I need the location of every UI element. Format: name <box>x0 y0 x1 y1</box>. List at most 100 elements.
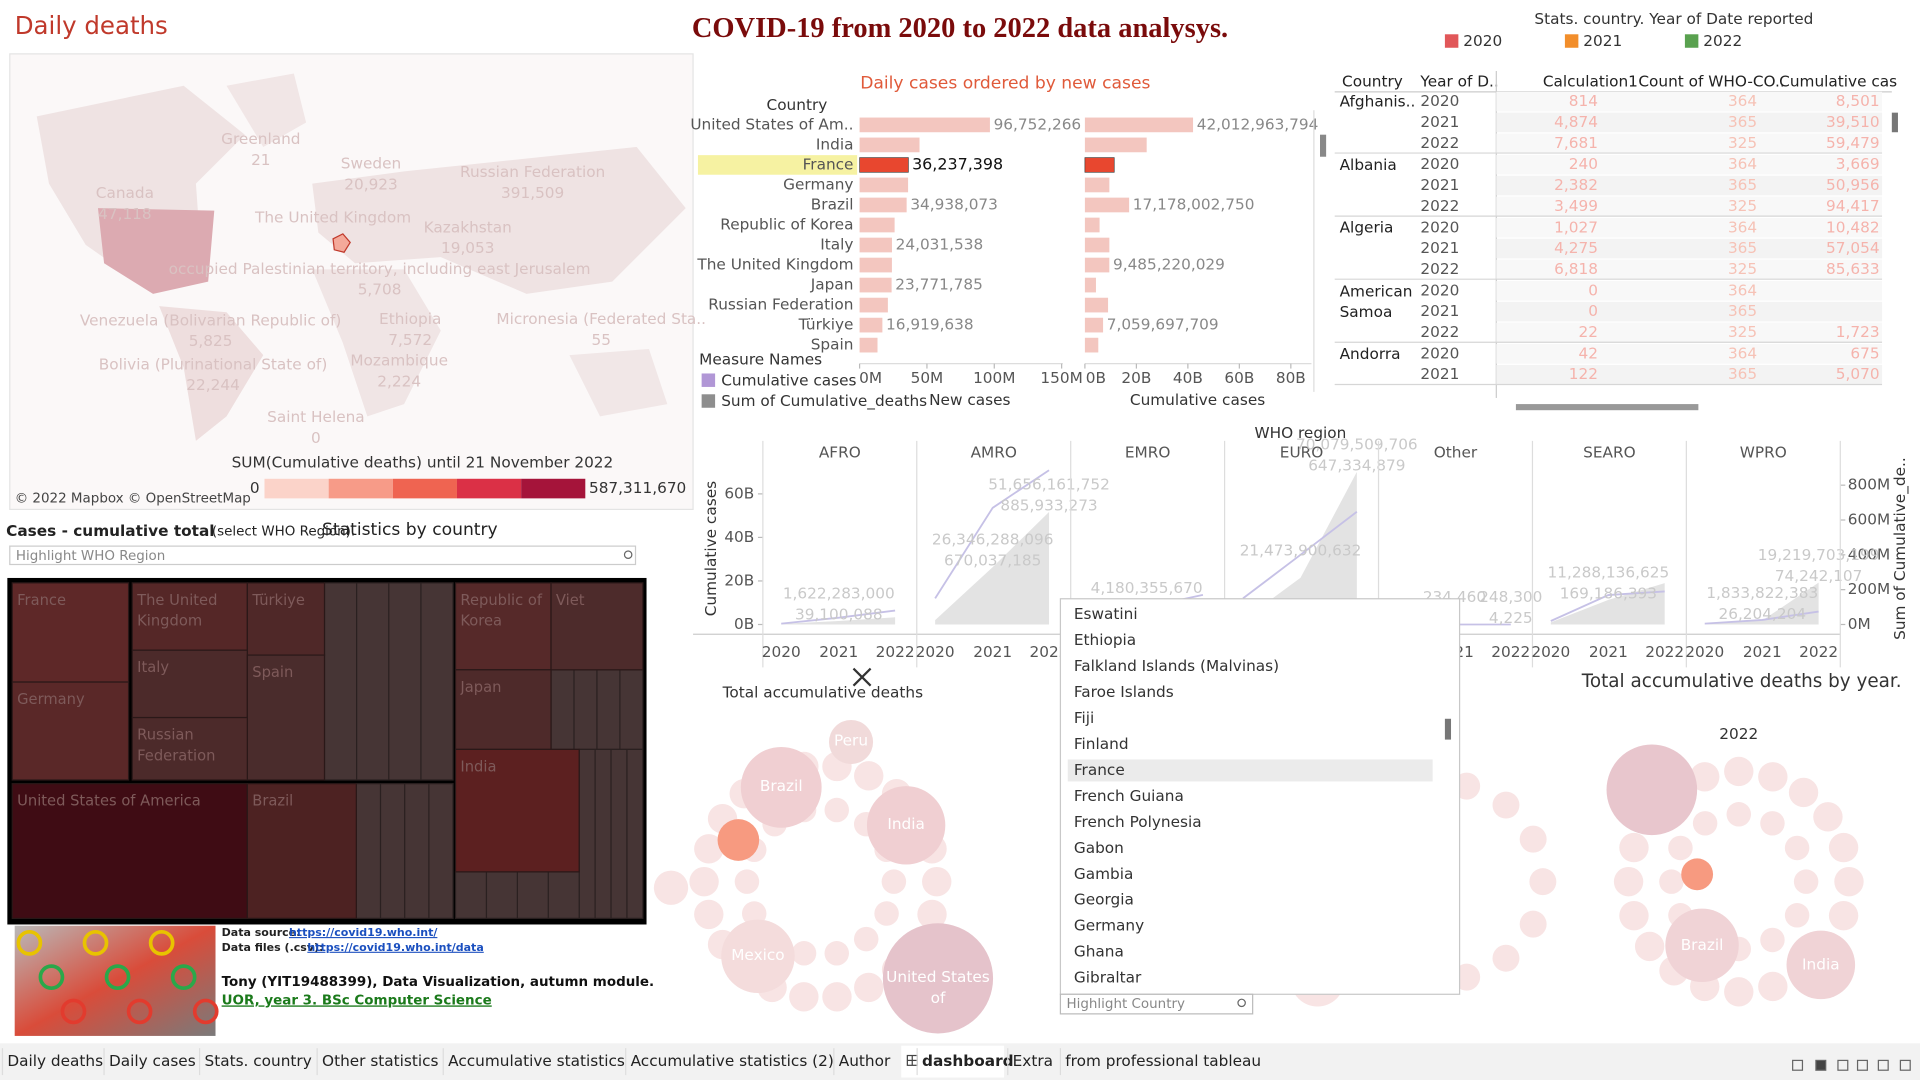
y2-tick-label: 200M <box>1848 580 1890 598</box>
row-band <box>1496 175 1883 196</box>
deaths-line <box>1242 511 1358 600</box>
tab[interactable]: Other statistics <box>322 1052 439 1070</box>
dropdown-item[interactable]: France <box>1074 761 1125 779</box>
legend-title: Measure Names <box>699 351 822 369</box>
tab[interactable]: dashboard <box>922 1052 1014 1070</box>
treemap-label: Japan <box>460 678 502 696</box>
land <box>159 306 264 441</box>
region-name: EURO <box>1280 444 1324 462</box>
point-label: 51,656,161,752 <box>988 476 1110 494</box>
treemap-cell <box>11 681 130 781</box>
tab[interactable]: Accumulative statistics (2) <box>631 1052 834 1070</box>
map-value: 2,224 <box>377 373 421 391</box>
table-cell: 2021 <box>1420 113 1459 131</box>
table-cell: 2022 <box>1420 134 1459 152</box>
tab[interactable]: Author <box>839 1052 891 1070</box>
bubble-title: Total accumulative deaths <box>722 684 923 702</box>
row-band <box>1496 238 1883 259</box>
country-cell: Albania <box>1339 154 1397 174</box>
bar <box>859 317 883 333</box>
dropdown-item[interactable]: Falkland Islands (Malvinas) <box>1074 657 1279 675</box>
land <box>226 73 307 147</box>
credit-image-gear <box>126 998 153 1025</box>
tab[interactable]: Daily deaths <box>7 1052 103 1070</box>
source-link: https://covid19.who.int/ <box>289 926 438 939</box>
x-tick-label: 2022 <box>1799 643 1838 661</box>
dropdown-item[interactable]: Fiji <box>1074 709 1094 727</box>
nav-icon[interactable] <box>1837 1059 1849 1071</box>
legend-max: 587,311,670 <box>589 479 686 497</box>
tab[interactable]: Extra <box>1013 1052 1053 1070</box>
dropdown-item[interactable]: Eswatini <box>1074 605 1138 623</box>
nav-icon[interactable] <box>1899 1059 1911 1071</box>
nav-icon[interactable] <box>1856 1059 1868 1071</box>
bubble <box>824 941 850 966</box>
dashboard-title: COVID-19 from 2020 to 2022 data analysys… <box>692 13 1228 44</box>
point-label: 4,225 <box>1489 609 1533 627</box>
point-label: 19,219,703,199 <box>1758 546 1880 564</box>
treemap-label: Brazil <box>252 792 294 810</box>
dropdown-item[interactable]: Gambia <box>1074 865 1133 883</box>
x-tick-label: 2020 <box>1531 643 1570 661</box>
table-cell: 10,482 <box>1826 218 1880 236</box>
scrollbar <box>1320 134 1327 157</box>
x-tick-label: 100M <box>973 369 1015 387</box>
dropdown-item[interactable]: Georgia <box>1074 891 1134 909</box>
dropdown-item[interactable]: French Polynesia <box>1074 813 1202 831</box>
legend-min: 0 <box>250 479 260 497</box>
dropdown-item[interactable]: Gabon <box>1074 839 1124 857</box>
treemap-cell <box>131 716 248 781</box>
table-cell: 8,501 <box>1836 92 1880 110</box>
dropdown-item[interactable]: Ethiopia <box>1074 631 1136 649</box>
bubble <box>1760 927 1785 953</box>
dropdown-item[interactable]: French Guiana <box>1074 787 1184 805</box>
files-link: https://covid19.who.int/data <box>307 941 483 954</box>
files-label: Data files (.csv): <box>222 941 324 954</box>
dropdown-item[interactable]: Gibraltar <box>1074 969 1142 987</box>
map-label: Mozambique <box>350 352 448 370</box>
dropdown-item[interactable]: Finland <box>1074 735 1129 753</box>
bubble <box>1692 811 1718 836</box>
cases-area <box>935 512 1050 625</box>
region-name: Other <box>1434 444 1478 462</box>
map-value: 20,923 <box>344 175 398 193</box>
tab[interactable]: Stats. country <box>204 1052 311 1070</box>
legend-swatch <box>701 394 716 408</box>
treemap-label: Viet <box>555 591 585 609</box>
tab[interactable]: from professional tableau <box>1065 1052 1261 1070</box>
table-cell: 2020 <box>1420 155 1459 173</box>
bubble <box>1492 944 1520 972</box>
dropdown-item[interactable]: Germany <box>1074 917 1144 935</box>
bubble <box>1613 866 1644 897</box>
dropdown-item[interactable]: Ghana <box>1074 943 1124 961</box>
table-cell: 2021 <box>1420 239 1459 257</box>
table-cell: 814 <box>1569 92 1598 110</box>
treemap-cell <box>246 654 326 781</box>
x-tick-label: 2020 <box>916 643 955 661</box>
tab[interactable]: Daily cases <box>109 1052 196 1070</box>
table-cell: 2022 <box>1420 197 1459 215</box>
deaths-line <box>1550 590 1665 622</box>
search-box[interactable] <box>9 545 637 566</box>
table-cell: 0 <box>1588 302 1598 320</box>
legend-label: 2021 <box>1583 32 1622 50</box>
point-label: 670,037,185 <box>944 552 1041 570</box>
search-placeholder: Highlight Country <box>1067 997 1185 1012</box>
dropdown-item[interactable]: Faroe Islands <box>1074 683 1174 701</box>
nav-icon[interactable] <box>1815 1059 1827 1071</box>
tab[interactable]: Accumulative statistics <box>448 1052 625 1070</box>
nav-icon[interactable] <box>1792 1059 1804 1071</box>
bubble <box>740 746 822 828</box>
bubble <box>1606 744 1698 836</box>
x-tick-label: 20B <box>1121 369 1151 387</box>
nav-icon[interactable] <box>1877 1059 1889 1071</box>
treemap-label: India <box>460 757 497 776</box>
country-search[interactable] <box>1059 993 1254 1015</box>
bubble <box>854 761 884 791</box>
y-tick-label: 0B <box>734 615 754 633</box>
table-cell: 2020 <box>1420 344 1459 362</box>
y2-tick-label: 400M <box>1848 545 1890 563</box>
bubble <box>866 786 946 865</box>
map-label: The United Kingdom <box>254 208 411 226</box>
bubble <box>721 919 795 994</box>
